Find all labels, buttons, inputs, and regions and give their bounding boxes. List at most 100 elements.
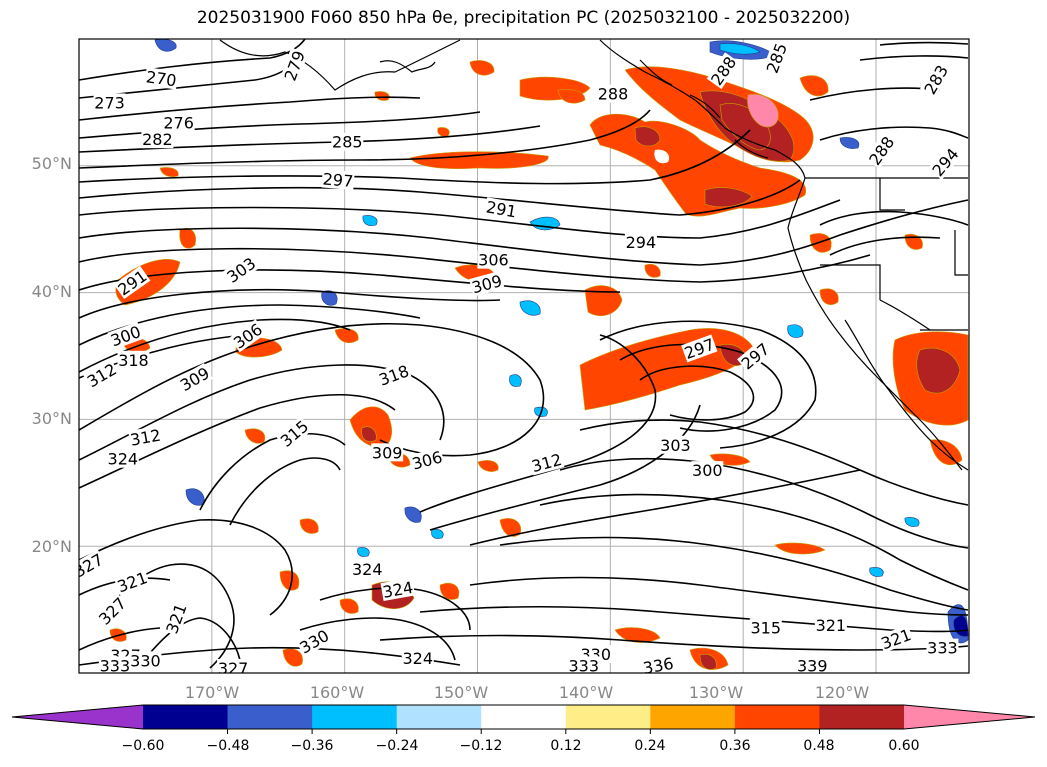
- contour-label: 273: [94, 93, 125, 112]
- colorbar-tick: 0.24: [634, 738, 666, 754]
- coastlines: [219, 39, 969, 471]
- contour-label: 324: [352, 560, 383, 579]
- contour-label: 315: [277, 417, 313, 451]
- contour-label: 330: [296, 626, 332, 658]
- contour-label-bg: [624, 232, 657, 251]
- contour-label: 318: [376, 361, 411, 389]
- contour-label: 309: [372, 443, 403, 462]
- lon-label-160w: 160°W: [309, 683, 365, 702]
- contour-label: 285: [763, 41, 791, 76]
- contour-label-bg: [681, 334, 718, 363]
- contour-label-bg: [640, 653, 676, 673]
- contour-label-bg: [106, 449, 139, 468]
- contour-label-bg: [107, 321, 144, 350]
- contour-label-bg: [113, 265, 151, 300]
- contour-label-bg: [129, 651, 162, 670]
- contour-label: 321: [816, 616, 847, 635]
- contour-label-bg: [469, 270, 505, 297]
- contour-label-bg: [749, 618, 782, 637]
- map-frame: [78, 38, 970, 674]
- contour-label-bg: [98, 656, 131, 673]
- contour-label: 276: [163, 114, 194, 133]
- contour-label: 291: [485, 197, 518, 221]
- colorbar-swatch: [396, 705, 482, 729]
- lon-label-120w: 120°W: [814, 683, 870, 702]
- colorbar-outline: [11, 704, 1036, 730]
- contour-label-bg: [927, 143, 963, 181]
- contour-label: 303: [223, 254, 259, 287]
- colorbar-tick: −0.60: [121, 738, 165, 754]
- contour-label-bg: [371, 443, 404, 462]
- colorbar-swatch: [734, 705, 820, 729]
- colorbar-tick: −0.48: [206, 738, 250, 754]
- colorbar-tick: 0.48: [803, 738, 835, 754]
- contour-label: 294: [928, 145, 962, 181]
- contour-label: 309: [177, 363, 213, 395]
- contour-label-bg: [691, 461, 724, 480]
- contour-label-bg: [222, 253, 260, 287]
- contour-label-bg: [484, 197, 519, 221]
- contour-label-bg: [597, 84, 629, 103]
- contour-label-bg: [762, 39, 791, 77]
- contour-label-bg: [375, 361, 412, 389]
- colorbar: [11, 704, 1036, 734]
- colorbar-swatch: [819, 705, 905, 729]
- contour-label: 336: [642, 654, 675, 678]
- contour-label-bg: [864, 132, 898, 169]
- contour-label: 294: [626, 233, 657, 252]
- contour-label: 327: [71, 550, 107, 582]
- lat-label-30n: 30°N: [31, 409, 72, 428]
- lon-label-170w: 170°W: [184, 683, 240, 702]
- contour-label-bg: [796, 656, 829, 673]
- contour-label-bg: [217, 658, 250, 673]
- contour-label-bg: [280, 47, 309, 84]
- contour-label-bg: [814, 615, 847, 634]
- precip-negative-shading: [154, 39, 969, 644]
- contour-label-bg: [117, 350, 150, 369]
- contour-label-bg: [477, 250, 510, 269]
- contour-label-bg: [276, 416, 313, 451]
- contour-label-bg: [229, 319, 266, 353]
- lat-label-20n: 20°N: [31, 537, 72, 556]
- contour-label: 306: [478, 251, 509, 270]
- contour-label: 270: [145, 67, 178, 90]
- colorbar-swatch: [312, 705, 398, 729]
- contour-label-bg: [321, 169, 355, 191]
- colorbar-tick: 0.60: [888, 738, 920, 754]
- contour-label-bg: [567, 656, 600, 673]
- contour-label-bg: [737, 338, 774, 374]
- contour-label: 333: [927, 639, 958, 658]
- gridlines: [79, 39, 969, 673]
- contour-label: 333: [100, 656, 131, 675]
- contour-label: 288: [598, 85, 629, 104]
- contour-label-bg: [94, 593, 130, 629]
- contour-label-bg: [919, 61, 952, 98]
- contour-label-bg: [380, 577, 416, 601]
- colorbar-tick: 0.36: [719, 738, 751, 754]
- contour-label-bg: [162, 113, 195, 132]
- contour-label: 333: [569, 656, 600, 675]
- map-title: 2025031900 F060 850 hPa θe, precipitatio…: [196, 8, 851, 28]
- contour-label-bg: [176, 363, 213, 395]
- contour-label-bg: [144, 67, 179, 90]
- colorbar-tick: 0.12: [550, 738, 582, 754]
- contour-label: 330: [130, 651, 161, 670]
- contour-label-bg: [877, 624, 915, 653]
- contour-label: 321: [115, 568, 150, 596]
- contour-label-bg: [706, 52, 740, 89]
- contour-label: 285: [332, 133, 363, 152]
- contour-label: 282: [142, 130, 173, 149]
- contour-label: 327: [95, 594, 130, 629]
- lat-label-50n: 50°N: [31, 154, 72, 173]
- contour-label: 318: [118, 351, 149, 370]
- lat-label-40n: 40°N: [31, 282, 72, 301]
- contour-label: 303: [660, 436, 691, 455]
- lon-label-150w: 150°W: [433, 683, 489, 702]
- contour-label: 300: [692, 461, 723, 480]
- colorbar-extend-low: [12, 705, 143, 729]
- colorbar-swatch: [565, 705, 651, 729]
- contour-label-bg: [351, 560, 384, 579]
